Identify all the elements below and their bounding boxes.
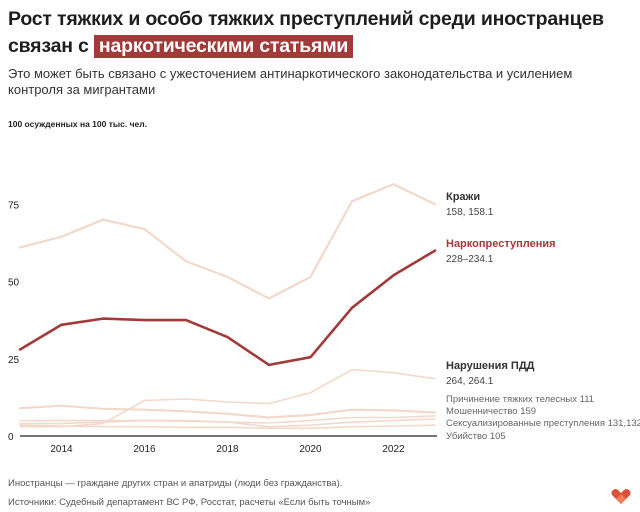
title-text: Рост тяжких и особо тяжких преступлений …	[8, 8, 604, 57]
series-label: Наркопреступления	[446, 238, 556, 250]
y-tick-label: 75	[8, 200, 20, 211]
series-label: Нарушения ПДД	[446, 360, 535, 372]
y-axis-label: 100 осужденных на 100 тыс. чел.	[8, 119, 148, 129]
x-tick-label: 2018	[216, 444, 239, 455]
series-line	[19, 418, 436, 428]
title-highlight: наркотическими статьями	[93, 35, 354, 58]
footnote: Иностранцы — граждане других стран и апа…	[8, 478, 343, 489]
series-line	[19, 424, 436, 430]
x-tick-label: 2016	[133, 444, 156, 455]
y-tick-label: 0	[8, 432, 14, 443]
chart-subtitle: Это может быть связано с ужесточением ан…	[8, 66, 573, 97]
series-small-label: Сексуализированные преступления 131,132	[446, 418, 640, 429]
x-tick-label: 2014	[50, 444, 73, 455]
y-tick-label: 25	[8, 355, 20, 366]
chart-title: Рост тяжких и особо тяжких преступлений …	[8, 6, 628, 60]
source-note: Источники: Судебный департамент ВС РФ, Р…	[8, 497, 371, 508]
series-line	[18, 249, 437, 367]
brand-logo-icon	[611, 489, 631, 504]
x-tick-label: 2022	[382, 444, 405, 455]
series-small-label: Причинение тяжких телесных 111	[446, 394, 594, 405]
series-note: 158, 158.1	[446, 207, 494, 218]
series-note: 228–234.1	[446, 254, 494, 265]
series-label: Кражи	[446, 191, 480, 203]
series-note: 264, 264.1	[446, 376, 494, 387]
series-line	[19, 368, 436, 428]
x-tick-label: 2020	[299, 444, 322, 455]
series-small-label: Мошенничество 159	[446, 406, 536, 417]
y-tick-label: 50	[8, 278, 20, 289]
series-line	[18, 183, 437, 300]
series-line	[18, 404, 437, 419]
series-small-label: Убийство 105	[446, 431, 506, 442]
